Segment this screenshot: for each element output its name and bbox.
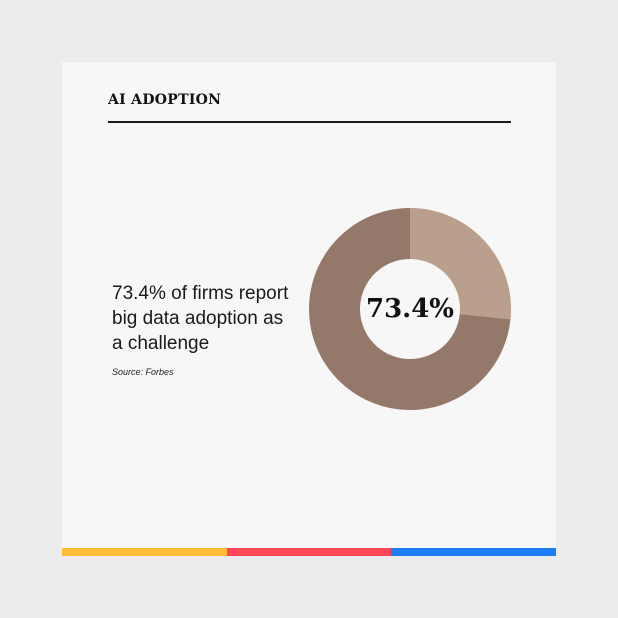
infographic-card: AI ADOPTION 73.4% of firms report big da… <box>62 62 556 556</box>
accent-segment-red <box>226 548 392 556</box>
donut-slice-1 <box>410 208 511 320</box>
donut-slice-0 <box>309 208 511 411</box>
statement-line: 73.4% of firms report <box>112 283 289 304</box>
donut-slices <box>309 208 511 411</box>
accent-segment-yellow <box>62 548 227 556</box>
card-title: AI ADOPTION <box>108 92 222 108</box>
accent-color-bar <box>62 548 556 556</box>
statement-line: a challenge <box>112 333 210 354</box>
title-divider <box>108 121 511 123</box>
accent-segment-blue <box>391 548 556 556</box>
donut-chart: 73.4% <box>309 208 511 411</box>
source-citation: Source: Forbes <box>112 367 174 377</box>
statistic-statement: 73.4% of firms report big data adoption … <box>112 281 312 356</box>
donut-center-label: 73.4% <box>366 294 454 324</box>
statement-line: big data adoption as <box>112 308 284 329</box>
